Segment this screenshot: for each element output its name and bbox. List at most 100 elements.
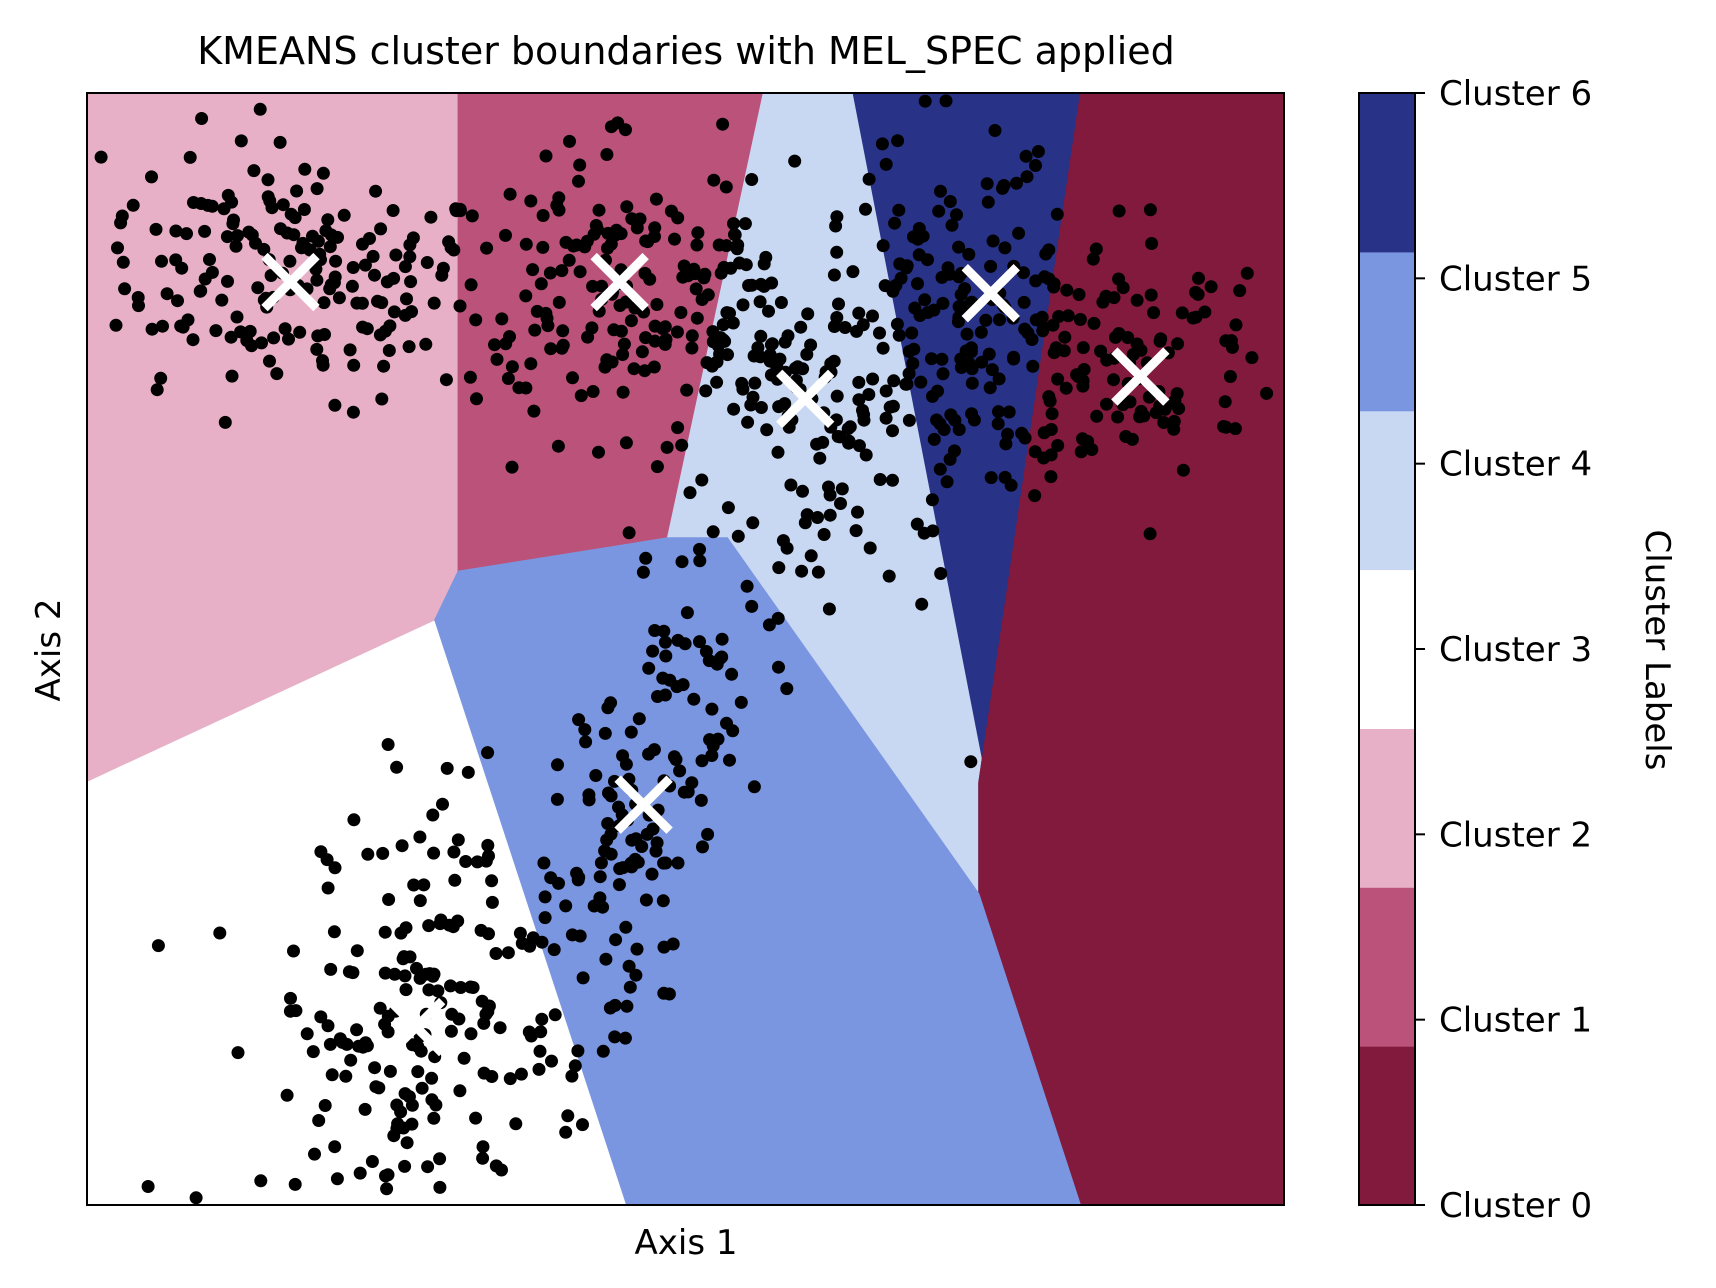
- data-point: [1017, 266, 1030, 280]
- data-point: [639, 551, 653, 565]
- data-point: [488, 338, 501, 352]
- colorbar-tick-label: Cluster 1: [1439, 1001, 1592, 1041]
- data-point: [376, 846, 390, 860]
- data-point: [398, 1087, 412, 1101]
- data-point: [327, 276, 341, 290]
- data-point: [1130, 293, 1144, 307]
- data-point: [882, 569, 896, 583]
- data-point: [830, 245, 844, 259]
- data-point: [744, 398, 758, 412]
- data-point: [566, 371, 579, 385]
- data-point: [1057, 344, 1071, 358]
- data-point: [716, 318, 730, 332]
- data-point: [411, 1065, 425, 1079]
- data-point: [841, 422, 855, 436]
- data-point: [1143, 203, 1157, 217]
- data-point: [794, 320, 808, 334]
- data-point: [1192, 271, 1205, 285]
- data-point: [537, 856, 551, 870]
- data-point: [448, 873, 462, 887]
- data-point: [866, 372, 880, 386]
- data-point: [273, 135, 287, 149]
- data-point: [823, 508, 837, 522]
- data-point: [425, 1071, 439, 1085]
- data-point: [568, 1059, 582, 1073]
- data-point: [224, 330, 238, 344]
- data-point: [276, 198, 290, 212]
- data-point: [327, 925, 341, 939]
- data-point: [589, 769, 603, 782]
- data-point: [1073, 313, 1087, 326]
- data-point: [350, 1023, 364, 1037]
- data-point: [503, 187, 517, 201]
- data-point: [155, 254, 168, 268]
- data-point: [397, 1121, 410, 1135]
- data-point: [643, 272, 657, 286]
- data-point: [231, 229, 244, 243]
- data-point: [614, 324, 628, 338]
- data-point: [551, 758, 564, 772]
- data-point: [798, 516, 812, 530]
- data-point: [109, 318, 123, 332]
- data-point: [552, 203, 566, 217]
- data-point: [963, 357, 977, 371]
- data-point: [368, 268, 381, 282]
- colorbar-tick-label: Cluster 6: [1439, 74, 1592, 114]
- data-point: [715, 632, 729, 646]
- data-point: [636, 565, 650, 579]
- data-point: [132, 299, 145, 313]
- data-point: [410, 961, 423, 975]
- data-point: [453, 1084, 467, 1098]
- data-point: [979, 313, 993, 327]
- data-point: [625, 833, 639, 847]
- data-point: [386, 204, 400, 217]
- data-point: [866, 309, 879, 323]
- data-point: [795, 564, 809, 578]
- data-point: [680, 606, 694, 620]
- data-point: [932, 204, 946, 218]
- data-point: [413, 830, 427, 844]
- data-point: [359, 1036, 373, 1050]
- data-point: [1176, 463, 1190, 477]
- data-point: [625, 212, 639, 226]
- data-point: [538, 890, 552, 904]
- data-point: [390, 760, 404, 774]
- data-point: [723, 306, 736, 320]
- data-point: [347, 358, 361, 372]
- data-point: [321, 213, 335, 227]
- data-point: [324, 228, 338, 242]
- data-point: [604, 696, 618, 710]
- data-point: [616, 348, 630, 361]
- data-point: [693, 554, 707, 568]
- data-point: [674, 306, 688, 319]
- data-point: [1029, 159, 1042, 172]
- data-point: [427, 1111, 441, 1125]
- data-point: [734, 695, 748, 709]
- data-point: [726, 316, 740, 330]
- data-point: [403, 250, 417, 264]
- data-point: [796, 484, 809, 498]
- data-point: [576, 1118, 589, 1132]
- data-point: [857, 413, 871, 427]
- data-point: [346, 966, 360, 980]
- data-point: [933, 462, 947, 476]
- data-point: [358, 1102, 372, 1116]
- region-cluster-5: [433, 537, 1082, 1205]
- data-point: [310, 273, 324, 287]
- data-point: [685, 329, 699, 343]
- data-point: [1050, 207, 1064, 221]
- data-point: [745, 599, 759, 613]
- data-point: [781, 329, 795, 343]
- data-point: [764, 368, 778, 382]
- data-point: [967, 413, 981, 427]
- data-point: [780, 682, 794, 696]
- data-point: [760, 423, 774, 437]
- data-point: [988, 124, 1002, 137]
- data-point: [282, 332, 295, 346]
- colorbar-tick-label: Cluster 4: [1439, 445, 1592, 485]
- data-point: [310, 342, 324, 356]
- data-point: [436, 797, 449, 811]
- data-point: [1130, 337, 1144, 351]
- data-point: [635, 345, 649, 359]
- data-point: [629, 968, 643, 982]
